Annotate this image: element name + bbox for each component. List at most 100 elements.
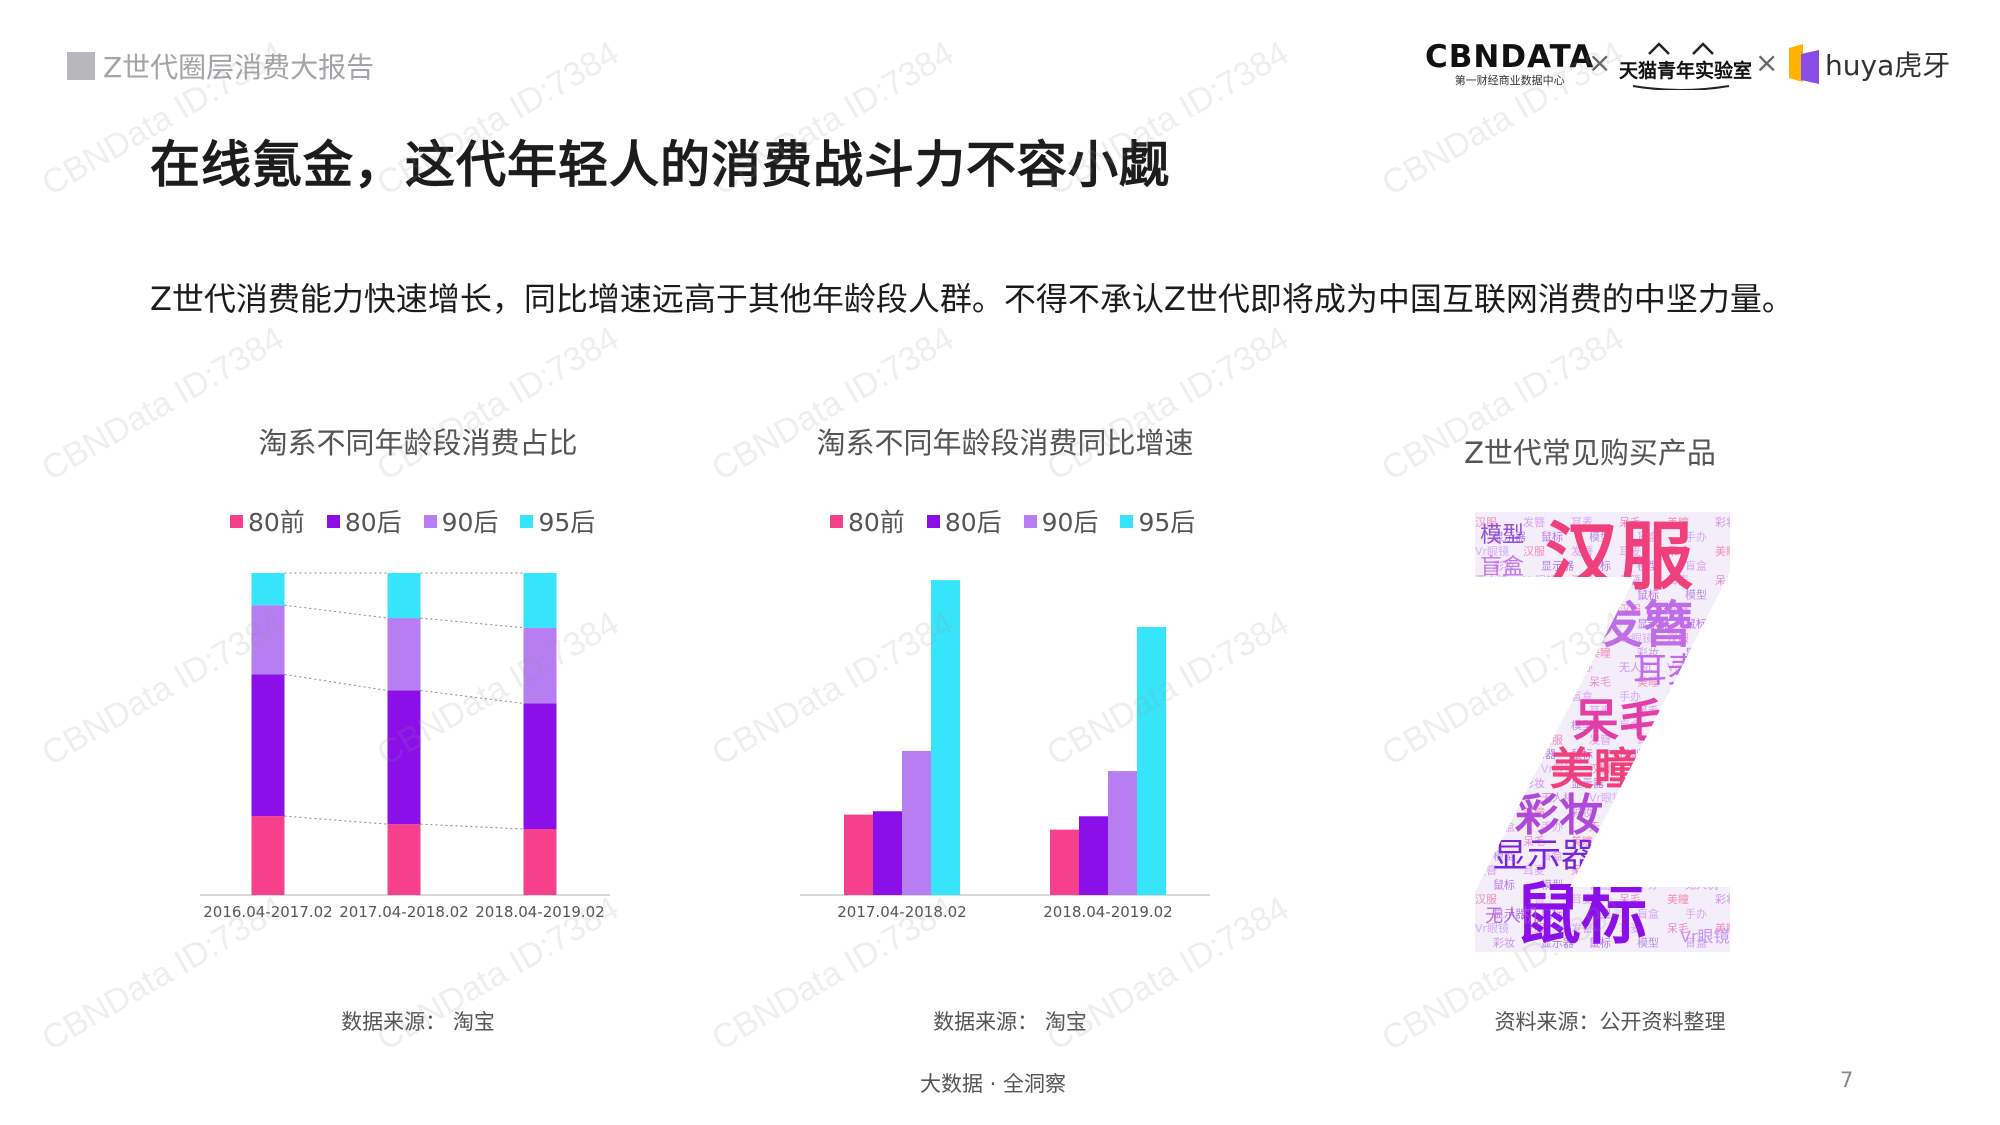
slide-subtitle: Z世代消费能力快速增长，同比增速远高于其他年龄段人群。不得不承认Z世代即将成为中… [150, 280, 1794, 318]
wordcloud-filler-word: 美瞳 [1715, 544, 1737, 558]
x-tick-label: 2016.04-2017.02 [203, 903, 332, 921]
slide-title: 在线氪金，这代年轻人的消费战斗力不容小觑 [150, 136, 1170, 194]
wordcloud-word: 呆毛 [1573, 694, 1665, 748]
wordcloud-filler-word: 汉服 [1475, 893, 1497, 906]
wordcloud-filler-word: 显示器 [1493, 908, 1526, 921]
wordcloud-filler-word: 美瞳 [1715, 921, 1737, 935]
legend-item: 80后 [926, 503, 1002, 539]
footer-tagline: 大数据 · 全洞察 [920, 1072, 1067, 1096]
legend-item: 80后 [326, 503, 402, 539]
bar-segment-80前 [251, 816, 285, 895]
wordcloud-word: 美瞳 [1550, 744, 1638, 795]
cbndata-logo-sub: 第一财经商业数据中心 [1454, 74, 1565, 87]
wordcloud-filler-word: 发簪 [1571, 544, 1593, 558]
legend-swatch [230, 514, 243, 528]
wordcloud-filler-word: 模型 [1475, 660, 1497, 674]
huya-logo-icon [1789, 44, 1819, 84]
wordcloud-filler-word: 鼠标 [1715, 834, 1737, 848]
wordcloud-filler-word: 耳麦 [1523, 864, 1545, 877]
wordcloud-filler-word: 耳麦 [1733, 792, 1755, 805]
wordcloud-filler-word: 汉服 [1637, 792, 1659, 805]
legend-swatch [830, 514, 843, 528]
watermark-text: CBNData ID:7384 [370, 319, 626, 489]
connector-line [284, 815, 388, 825]
wordcloud-filler-word: 汉服 [1523, 545, 1545, 558]
bar-80前 [1050, 829, 1079, 895]
wordcloud-filler-word: 耳麦 [1667, 574, 1689, 587]
wordcloud-word: 发簪 [1593, 596, 1693, 654]
wordcloud-filler-word: Vr眼镜 [1475, 544, 1509, 558]
wordcloud-filler-word: 发簪 [1715, 631, 1737, 645]
wordcloud-filler-word: 鼠标 [1589, 559, 1611, 573]
wordcloud-filler-word: 模型 [1733, 617, 1755, 631]
wordcloud-filler-word: 模型 [1667, 776, 1689, 790]
wordcloud-filler-word: 手办 [1493, 791, 1515, 805]
wordcloud-filler-word: 无人机 [1667, 689, 1700, 703]
wordcloud-filler-word: 盲盒 [1685, 559, 1707, 573]
bar-segment-90后 [523, 627, 557, 704]
wordcloud-filler-word: Vr眼镜 [1715, 689, 1749, 703]
connector-line [284, 604, 388, 619]
wordcloud-filler-word: 手办 [1541, 820, 1563, 834]
wordcloud-filler-word: 彩妆 [1523, 777, 1545, 790]
connector-line [420, 690, 524, 704]
bar-segment-80前 [387, 824, 421, 895]
wordcloud-filler-word: 美瞳 [1733, 733, 1755, 747]
huya-logo-text: huya虎牙 [1825, 49, 1951, 82]
wordcloud-filler-word: Vr眼镜 [1493, 733, 1527, 747]
wordcloud-filler-word: 汉服 [1523, 922, 1545, 935]
page-number: 7 [1840, 1068, 1854, 1092]
tmall-lab-logo: 天猫青年实验室 [1619, 42, 1752, 90]
bar-95后 [931, 580, 960, 895]
wordcloud-filler-word: 呆毛 [1523, 835, 1545, 848]
wordcloud-filler-word: 显示器 [1475, 719, 1508, 732]
legend-label: 80前 [848, 508, 905, 537]
wordcloud-filler-word: 显示器 [1589, 589, 1622, 602]
legend-item: 90后 [423, 503, 498, 539]
bar-segment-95后 [251, 573, 285, 606]
wordcloud-filler-word: 盲盒 [1475, 631, 1497, 645]
wordcloud-word: 汉服 [1545, 514, 1693, 600]
header-square-icon [67, 52, 95, 80]
legend-item: 80前 [830, 503, 905, 539]
wordcloud-word: Vr眼镜 [1680, 927, 1730, 946]
huya-logo: huya虎牙 [1787, 42, 1950, 86]
wordcloud-filler-word: 彩妆 [1733, 705, 1755, 718]
wordcloud-filler-word: 彩妆 [1637, 647, 1659, 660]
wordcloud-filler-word: 手办 [1667, 718, 1689, 732]
legend-swatch [423, 514, 437, 528]
legend-item: 95后 [1120, 503, 1195, 539]
bar-segment-95后 [523, 573, 557, 628]
wordcloud-filler-word: 发簪 [1589, 733, 1611, 747]
wordcloud-filler-word: 显示器 [1541, 937, 1574, 950]
wordcloud-filler-word: 呆毛 [1715, 574, 1737, 587]
bar-95后 [1137, 627, 1166, 895]
logo-group: CBNDATA 第一财经商业数据中心 × 天猫青年实验室 × huya虎牙 [1425, 40, 1965, 96]
legend-label: 80后 [344, 508, 402, 537]
chart2-title: 淘系不同年龄段消费同比增速 [816, 426, 1194, 460]
wordcloud-filler-word: 鼠标 [1637, 588, 1659, 602]
wordcloud-filler-word: 盲盒 [1493, 820, 1515, 834]
wordcloud-filler-word: 手办 [1619, 689, 1641, 703]
wordcloud-filler-word: 模型 [1637, 936, 1659, 950]
wordcloud-filler-word: 美瞳 [1541, 617, 1563, 631]
x-tick-label: 2018.04-2019.02 [475, 903, 604, 921]
wordcloud-filler-word: 美瞳 [1493, 588, 1515, 602]
wordcloud-filler-word: 汉服 [1619, 603, 1641, 616]
wordcloud-filler-word: 发簪 [1541, 704, 1563, 718]
watermark-text: CBNData ID:7384 [705, 319, 961, 489]
wordcloud-source: 资料来源：公开资料整理 [1494, 1010, 1726, 1034]
wordcloud-filler-word: 彩妆 [1715, 516, 1737, 529]
chart2-source: 数据来源： 淘宝 [933, 1010, 1087, 1034]
wordcloud-filler-word: 呆毛 [1667, 922, 1689, 935]
wordcloud-word: 盲盒 [1480, 555, 1524, 580]
wordcloud-filler-word: 汉服 [1715, 661, 1737, 674]
x-tick-label: 2017.04-2018.02 [837, 903, 966, 921]
wordcloud-filler-word: 显示器 [1667, 835, 1700, 848]
legend-label: 95后 [538, 508, 596, 537]
bar-80后 [873, 811, 902, 895]
wordcloud-word: 彩妆 [1515, 790, 1603, 841]
wordcloud-filler-word: 耳麦 [1619, 545, 1641, 558]
wordcloud-filler-word: 彩妆 [1619, 835, 1641, 848]
wordcloud-filler-word: 模型 [1571, 718, 1593, 732]
